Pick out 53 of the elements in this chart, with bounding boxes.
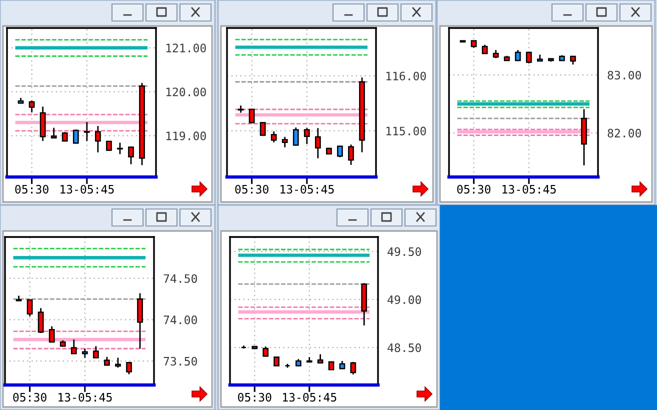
- candlestick: [28, 100, 35, 114]
- x-tick-label: 13-05:45: [282, 392, 336, 402]
- candlestick: [348, 144, 354, 166]
- x-tick-label: 13-05:45: [280, 184, 334, 194]
- candlestick: [126, 361, 132, 375]
- y-tick-label: 49.50: [388, 247, 421, 256]
- candlestick: [270, 130, 277, 144]
- candlestick: [115, 357, 121, 368]
- candlestick: [137, 292, 143, 350]
- candlestick: [94, 125, 101, 154]
- y-tick-label: 119.00: [166, 132, 206, 140]
- y-tick-label: 73.50: [164, 356, 197, 366]
- candlestick: [314, 127, 321, 159]
- candlestick: [526, 52, 532, 64]
- x-tick-label: 13-05:45: [502, 184, 556, 194]
- x-tick-label: 05:30: [15, 184, 48, 194]
- y-tick-label: 74.50: [164, 274, 197, 283]
- candlestick: [38, 307, 44, 334]
- x-tick-label: 05:30: [235, 184, 268, 194]
- y-tick-label: 115.00: [386, 126, 426, 136]
- candlestick: [282, 136, 288, 148]
- x-tick-label: 05:30: [13, 392, 46, 402]
- y-tick-label: 48.50: [388, 343, 421, 352]
- x-tick-label: 13-05:45: [58, 392, 112, 402]
- y-tick-label: 74.00: [164, 316, 197, 324]
- candlestick: [514, 49, 521, 62]
- y-tick-label: 83.00: [608, 70, 641, 80]
- candlestick: [292, 126, 299, 146]
- x-tick-label: 13-05:45: [60, 184, 114, 194]
- y-tick-label: 49.00: [388, 295, 421, 304]
- candlestick: [337, 144, 343, 158]
- candlestick: [248, 108, 255, 124]
- candlestick: [304, 127, 310, 145]
- y-tick-label: 116.00: [386, 72, 426, 80]
- candlestick: [92, 345, 99, 358]
- y-tick-label: 120.00: [166, 88, 206, 96]
- y-tick-label: 82.00: [608, 128, 641, 138]
- candlestick: [48, 326, 55, 343]
- candlestick: [262, 346, 268, 357]
- candlestick: [128, 146, 134, 165]
- candlestick: [50, 127, 57, 140]
- candlestick: [260, 122, 266, 136]
- x-tick-label: 05:30: [457, 184, 490, 194]
- candlestick: [26, 299, 33, 318]
- x-tick-label: 05:30: [238, 392, 272, 402]
- candlestick: [350, 361, 356, 376]
- candlestick: [117, 142, 123, 155]
- candlestick: [70, 338, 77, 354]
- candlestick: [82, 348, 88, 358]
- y-tick-label: 121.00: [166, 44, 206, 52]
- candlestick: [40, 106, 46, 142]
- candlestick: [84, 121, 90, 142]
- candlestick: [72, 128, 79, 144]
